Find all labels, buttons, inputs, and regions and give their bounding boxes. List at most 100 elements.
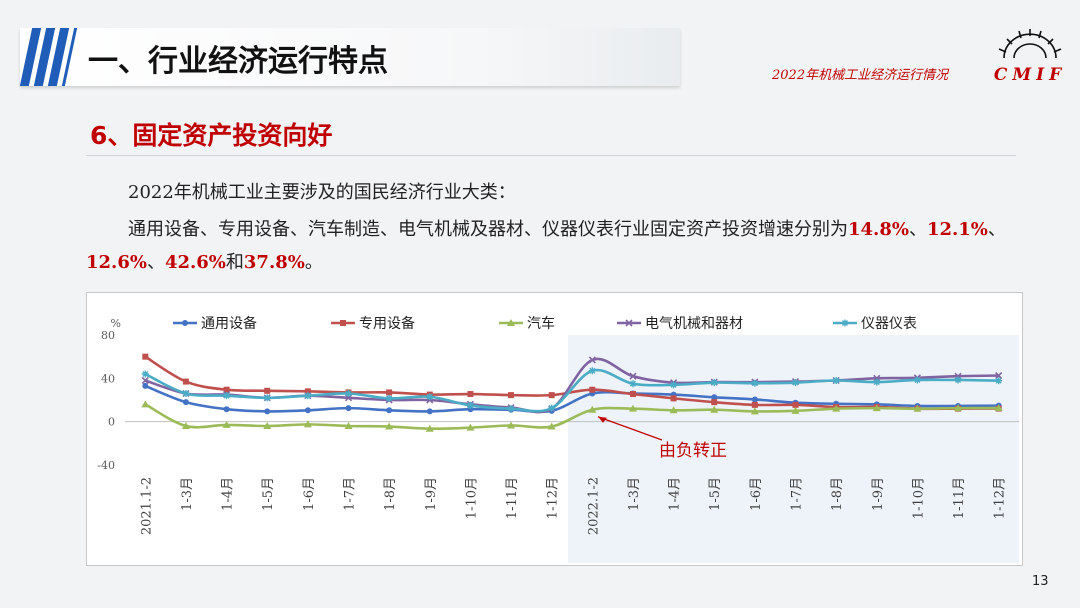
page-title: 一、行业经济运行特点	[88, 44, 388, 79]
data-point	[182, 399, 189, 406]
data-point	[425, 424, 434, 432]
data-point	[467, 391, 474, 398]
data-point	[832, 377, 840, 384]
data-point	[182, 390, 190, 397]
svg-text:CMIF: CMIF	[994, 65, 1066, 85]
annotation-label: 由负转正	[659, 441, 727, 461]
data-point	[507, 405, 515, 413]
data-point	[841, 319, 849, 327]
y-tick-label: 0	[108, 416, 115, 429]
data-point	[792, 401, 799, 408]
x-tick-label: 1-7月	[343, 477, 358, 511]
legend-item: 仪器仪表	[833, 316, 917, 332]
data-point	[588, 405, 597, 413]
data-point	[426, 393, 434, 401]
x-tick-label: 1-5月	[261, 477, 276, 511]
divider	[86, 155, 1016, 156]
x-tick-label: 1-10月	[911, 477, 926, 519]
page-number: 13	[1032, 574, 1049, 589]
data-point	[386, 407, 393, 414]
data-point	[223, 406, 230, 413]
data-point	[791, 406, 800, 414]
data-point	[345, 390, 352, 397]
data-point	[792, 379, 799, 387]
data-point	[628, 404, 637, 412]
data-point	[507, 319, 515, 326]
data-point	[340, 320, 346, 326]
value-general: 14.8%	[848, 219, 909, 240]
x-tick-label: 1-3月	[180, 477, 195, 511]
x-tick-label: 2021.1-2	[139, 477, 154, 535]
data-point	[670, 381, 678, 389]
data-point	[711, 394, 718, 401]
section-subtitle: 6、固定资产投资向好	[90, 121, 333, 150]
data-point	[629, 380, 637, 388]
legend-item: 电气机械和器材	[617, 316, 743, 332]
y-tick-label: 80	[101, 329, 115, 342]
data-point	[588, 367, 596, 375]
data-point	[263, 394, 271, 402]
data-point	[625, 319, 633, 327]
data-point	[303, 420, 312, 428]
legend-label: 专用设备	[359, 315, 415, 332]
x-tick-label: 1-4月	[221, 477, 236, 511]
y-axis-label: %	[111, 317, 121, 330]
legend-item: 通用设备	[173, 315, 257, 332]
x-tick-label: 1-5月	[708, 477, 723, 511]
data-point	[264, 387, 271, 394]
x-tick-label: 1-11月	[505, 477, 520, 519]
data-point	[508, 392, 515, 399]
data-point	[751, 379, 759, 387]
data-point	[995, 371, 1003, 380]
series-line	[144, 368, 999, 413]
legend-label: 汽车	[527, 315, 555, 332]
x-tick-label: 2022.1-2	[586, 477, 601, 535]
legend-label: 仪器仪表	[861, 316, 917, 332]
data-point	[345, 405, 352, 412]
data-point	[386, 389, 393, 396]
data-point	[588, 356, 596, 364]
data-point	[548, 404, 556, 412]
data-point	[670, 395, 677, 402]
data-point	[223, 386, 230, 393]
data-point	[304, 392, 312, 400]
line-chart: 80 40 0 -40% 2021.1-2 1-3月 1-4月 1-5月 1-6月 1-7月 1-8…	[97, 315, 1019, 563]
series-5	[141, 367, 1003, 413]
data-point	[547, 422, 556, 430]
data-point	[710, 379, 718, 387]
data-point	[466, 423, 475, 431]
highlight-region	[568, 335, 1019, 563]
data-point	[873, 378, 881, 386]
legend-item: 汽车	[499, 315, 555, 332]
data-point	[466, 401, 474, 409]
value-electrical: 42.6%	[164, 252, 226, 273]
gear-icon	[998, 29, 1062, 59]
data-point	[182, 378, 189, 385]
data-point	[264, 408, 271, 415]
data-point	[223, 392, 231, 400]
data-point	[751, 396, 758, 403]
x-tick-label: 1-9月	[871, 477, 886, 511]
x-tick-label: 1-6月	[302, 477, 317, 511]
data-point	[913, 376, 921, 384]
header-banner	[20, 28, 680, 86]
data-point	[142, 382, 149, 389]
x-tick-label: 1-8月	[383, 477, 398, 511]
data-point	[872, 404, 881, 412]
value-special: 12.1%	[926, 219, 988, 240]
growth-text-prefix: 通用设备、专用设备、汽车制造、电气机械及器材、仪器仪表行业固定资产投资增速分别为	[128, 219, 848, 240]
x-tick-label: 1-3月	[627, 477, 642, 511]
data-point	[750, 407, 759, 415]
data-point	[954, 404, 963, 412]
data-point	[629, 372, 637, 380]
intro-text: 2022年机械工业主要涉及的国民经济行业大类：	[128, 182, 516, 203]
value-auto: 12.6%	[86, 252, 147, 273]
series-line	[144, 384, 999, 414]
y-tick-label: 40	[101, 372, 115, 385]
data-point	[182, 320, 188, 326]
y-tick-label: -40	[97, 459, 115, 472]
cmif-logo: CMIF	[994, 29, 1066, 85]
value-instrument: 37.8%	[243, 252, 305, 273]
chart-container: 80 40 0 -40% 2021.1-2 1-3月 1-4月 1-5月 1-6月 1-7月 1-8…	[86, 292, 1023, 566]
data-point	[141, 376, 149, 385]
